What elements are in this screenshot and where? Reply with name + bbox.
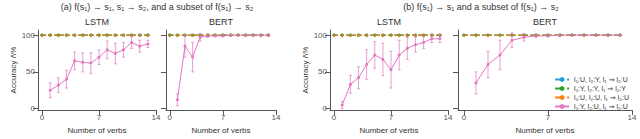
svg-text:Accuracy /\%: Accuracy /\% xyxy=(9,47,18,94)
svg-text:Accuracy /\%: Accuracy /\% xyxy=(301,47,310,94)
svg-text:7: 7 xyxy=(221,113,226,122)
svg-text:0: 0 xyxy=(31,104,36,113)
svg-text:100: 100 xyxy=(22,31,36,40)
svg-text:BERT: BERT xyxy=(209,17,233,27)
svg-text:LSTM: LSTM xyxy=(85,17,109,27)
svg-text:7: 7 xyxy=(97,113,102,122)
svg-text:Number of verbs: Number of verbs xyxy=(515,126,574,135)
svg-text:0: 0 xyxy=(40,113,45,122)
svg-text:50: 50 xyxy=(26,67,35,76)
svg-text:Number of verbs: Number of verbs xyxy=(191,126,250,135)
svg-text:50: 50 xyxy=(318,67,327,76)
svg-text:(b) f(s₁) → s₁ and a subset of: (b) f(s₁) → s₁ and a subset of f(s₁) → s… xyxy=(403,2,559,12)
svg-text:0: 0 xyxy=(323,104,328,113)
svg-text:l₁:Y, l₂:U, l₁ ⇒ l₂:U: l₁:Y, l₂:U, l₁ ⇒ l₂:U xyxy=(574,103,628,110)
svg-text:14: 14 xyxy=(272,113,281,122)
svg-text:100: 100 xyxy=(314,31,328,40)
svg-text:0: 0 xyxy=(462,113,467,122)
svg-text:7: 7 xyxy=(389,113,394,122)
svg-text:BERT: BERT xyxy=(533,17,557,27)
svg-text:l₁:Y, l₂:Y, l₁ ⇒ l₂:Y: l₁:Y, l₂:Y, l₁ ⇒ l₂:Y xyxy=(574,85,626,92)
svg-text:(a) f(s₁) → s₁, s₁ → s₂, and a: (a) f(s₁) → s₁, s₁ → s₂, and a subset of… xyxy=(61,2,254,12)
svg-text:14: 14 xyxy=(628,113,637,122)
svg-text:LSTM: LSTM xyxy=(377,17,401,27)
svg-text:14: 14 xyxy=(444,113,453,122)
svg-text:Number of verbs: Number of verbs xyxy=(67,126,126,135)
svg-text:14: 14 xyxy=(152,113,161,122)
svg-text:7: 7 xyxy=(546,113,551,122)
svg-text:0: 0 xyxy=(332,113,337,122)
svg-text:l₁:U, l₂:U, l₁ ⇒ l₂:U: l₁:U, l₂:U, l₁ ⇒ l₂:U xyxy=(574,94,629,101)
svg-text:0: 0 xyxy=(168,113,173,122)
svg-text:l₁:U, l₂:Y, l₁ ⇒ l₂:U: l₁:U, l₂:Y, l₁ ⇒ l₂:U xyxy=(574,76,628,83)
svg-text:Number of verbs: Number of verbs xyxy=(359,126,418,135)
